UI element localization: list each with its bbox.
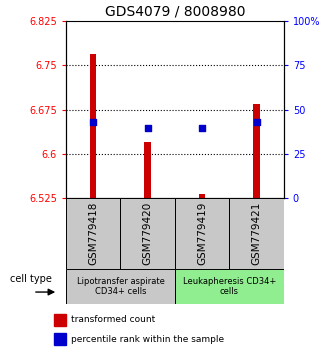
Text: GSM779419: GSM779419 bbox=[197, 202, 207, 266]
Bar bbox=[175, 269, 284, 304]
Point bbox=[254, 119, 259, 124]
Bar bbox=[175, 198, 229, 269]
Point bbox=[145, 125, 150, 131]
Bar bbox=[90, 54, 96, 198]
Bar bbox=[54, 314, 66, 326]
Bar bbox=[54, 333, 66, 346]
Text: cell type: cell type bbox=[10, 274, 52, 284]
Text: transformed count: transformed count bbox=[71, 315, 155, 324]
Text: GSM779418: GSM779418 bbox=[88, 202, 98, 266]
Bar bbox=[229, 198, 284, 269]
Text: GSM779421: GSM779421 bbox=[251, 202, 262, 266]
Text: percentile rank within the sample: percentile rank within the sample bbox=[71, 335, 224, 344]
Title: GDS4079 / 8008980: GDS4079 / 8008980 bbox=[105, 5, 245, 19]
Point bbox=[199, 125, 205, 131]
Text: GSM779420: GSM779420 bbox=[143, 202, 153, 265]
Text: Leukapheresis CD34+
cells: Leukapheresis CD34+ cells bbox=[183, 277, 276, 296]
Text: Lipotransfer aspirate
CD34+ cells: Lipotransfer aspirate CD34+ cells bbox=[77, 277, 164, 296]
Bar bbox=[145, 142, 151, 198]
Bar bbox=[253, 104, 260, 198]
Bar bbox=[120, 198, 175, 269]
Bar bbox=[199, 194, 205, 198]
Bar bbox=[66, 269, 175, 304]
Bar bbox=[66, 198, 120, 269]
Point bbox=[90, 119, 96, 124]
